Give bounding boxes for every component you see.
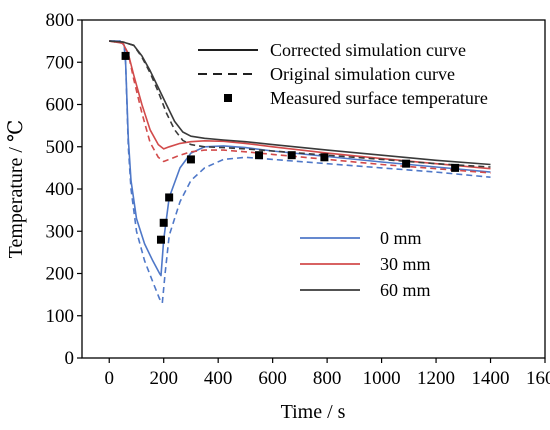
- series-line-0-mm-dashed: [109, 40, 491, 304]
- measured-point: [402, 159, 411, 168]
- marker-layer: [121, 51, 460, 244]
- measured-point: [186, 155, 195, 164]
- series-line-60-mm-solid: [109, 40, 491, 166]
- y-tick-label: 100: [46, 306, 75, 327]
- legend-bottom: 0 mm 30 mm 60 mm: [300, 228, 431, 300]
- x-tick-label: 1400: [472, 368, 510, 389]
- measured-point: [159, 218, 168, 227]
- measured-point: [121, 51, 130, 60]
- measured-point: [255, 151, 264, 160]
- y-tick-label: 700: [46, 52, 75, 73]
- y-tick-label: 0: [65, 348, 75, 369]
- x-tick-label: 400: [204, 368, 233, 389]
- y-tick-label: 200: [46, 264, 75, 285]
- y-tick-label: 300: [46, 221, 75, 242]
- x-tick-label: 0: [104, 368, 114, 389]
- y-tick-label: 800: [46, 10, 75, 31]
- x-tick-label: 600: [258, 368, 287, 389]
- legend-marker-swatch: [224, 94, 232, 102]
- measured-point: [451, 163, 460, 172]
- y-tick-label: 600: [46, 95, 75, 116]
- y-axis-title: Temperature / ℃: [5, 120, 27, 259]
- x-tick-label: 200: [149, 368, 178, 389]
- series-line-30-mm-solid: [109, 40, 491, 170]
- y-tick-label: 400: [46, 179, 75, 200]
- legend-bottom-label: 30 mm: [380, 254, 431, 274]
- measured-point: [320, 153, 329, 162]
- y-tick-label: 500: [46, 137, 75, 158]
- measured-point: [287, 151, 296, 160]
- x-axis-title: Time / s: [281, 401, 346, 423]
- legend-top-label: Original simulation curve: [270, 64, 455, 84]
- legend-top-label: Measured surface temperature: [270, 88, 488, 108]
- x-tick-label: 800: [313, 368, 342, 389]
- legend-bottom-label: 0 mm: [380, 228, 422, 248]
- measured-point: [156, 235, 165, 244]
- x-tick-label: 1200: [417, 368, 455, 389]
- legend-top-label: Corrected simulation curve: [270, 40, 466, 60]
- measured-point: [165, 193, 174, 202]
- legend-top: Corrected simulation curve Original simul…: [198, 40, 488, 108]
- series-line-30-mm-dashed: [109, 40, 491, 174]
- x-tick-label: 1000: [363, 368, 401, 389]
- legend-bottom-label: 60 mm: [380, 280, 431, 300]
